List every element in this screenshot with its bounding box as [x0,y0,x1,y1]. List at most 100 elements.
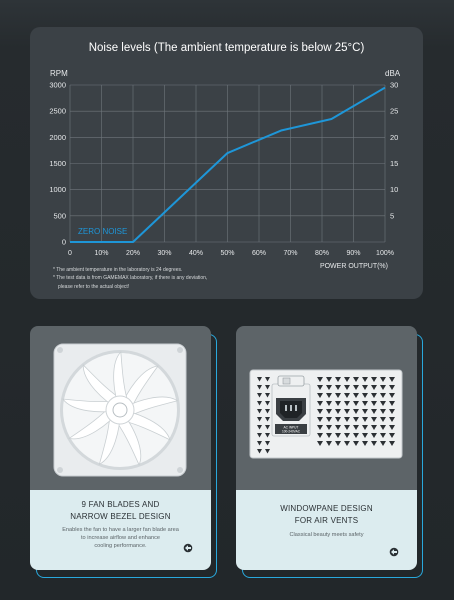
vent-hole [257,441,262,446]
vent-hole [265,377,270,382]
vent-hole [317,441,323,446]
vent-hole [265,425,270,430]
vent-hole [353,385,359,390]
fan-illustration [53,343,187,477]
vent-hole [257,449,262,454]
vent-hole [344,385,350,390]
vent-hole [257,393,262,398]
vent-hole [380,385,386,390]
x-tick-label: 70% [283,250,297,257]
vent-hole [344,409,350,414]
vent-hole [362,377,368,382]
y-left-tick-label: 1500 [49,159,66,168]
psu-card-description: Classical beauty meets safety [236,531,417,539]
fan-hub [105,395,135,425]
noise-series-line [70,86,386,243]
y-right-unit: dBA [385,69,401,78]
y-right-tick-label: 10 [390,185,398,194]
vent-hole [265,441,270,446]
vent-hole [344,377,350,382]
fan-desc-line1: Enables the fan to have a larger fan bla… [62,527,179,533]
vent-hole [326,417,332,422]
vent-hole [389,401,395,406]
vent-hole [362,409,368,414]
y-right-tick-label: 5 [390,211,394,220]
psu-desc-line1: Classical beauty meets safety [289,532,364,538]
x-tick-label: 90% [346,250,360,257]
vent-hole [371,401,377,406]
vent-hole [380,441,386,446]
footnote-2: * The test data is from GAMEMAX laborato… [53,275,208,282]
x-tick-label: 10% [94,250,108,257]
vent-hole [389,425,395,430]
vent-hole [380,417,386,422]
fan-desc-line2: to increase airflow and enhance [81,535,160,542]
vent-hole [317,417,323,422]
vent-hole [257,417,262,422]
vent-hole [335,433,341,438]
footnote-1: * The ambient temperature in the laborat… [53,267,183,273]
vent-hole [326,441,332,446]
vent-hole [265,449,270,454]
psu-heading-line1: WINDOWPANE DESIGN [280,504,373,513]
x-tick-label: 30% [157,250,171,257]
vent-hole [257,385,262,390]
vent-hole [257,377,262,382]
vent-hole [353,377,359,382]
vent-hole [353,417,359,422]
vent-hole [265,433,270,438]
vent-hole [335,385,341,390]
vent-hole [389,409,395,414]
y-right-tick-label: 30 [390,81,398,90]
y-left-unit: RPM [50,69,68,78]
x-tick-label: 20% [126,250,140,257]
fan-desc-line3: cooling performance. [94,543,147,550]
vent-hole [371,417,377,422]
vent-hole [380,401,386,406]
y-left-tick-label: 0 [62,238,66,247]
vent-hole [317,377,323,382]
vent-hole [317,425,323,430]
zero-noise-annotation: ZERO NOISE [78,227,127,236]
footnote-3: please refer to the actual object! [58,283,130,290]
vent-hole [257,401,262,406]
vent-hole [344,401,350,406]
vent-hole [257,433,262,438]
vent-hole [265,385,270,390]
chart-title: Noise levels (The ambient temperature is… [88,42,365,54]
vent-hole [344,425,350,430]
y-right-tick-label: 15 [390,159,398,168]
vent-hole [371,425,377,430]
vent-hole [257,409,262,414]
vent-hole [326,385,332,390]
vent-hole [362,393,368,398]
vent-hole [326,393,332,398]
windowpane-vents [257,377,395,454]
x-tick-label: 100% [376,250,394,257]
y-left-tick-label: 1000 [49,185,66,194]
vent-hole [353,441,359,446]
vent-hole [362,433,368,438]
vent-hole [344,441,350,446]
vent-hole [371,385,377,390]
x-tick-label: 60% [252,250,266,257]
ac-input-label-line2: 100-240VAC [282,430,301,434]
y-left-tick-label: 2000 [49,133,66,142]
psu-card-caption: WINDOWPANE DESIGN FOR AIR VENTS Classica… [236,490,417,570]
vent-hole [326,409,332,414]
x-tick-label: 40% [189,250,203,257]
x-axis-label: POWER OUTPUT(%) [319,263,388,270]
vent-hole [362,417,368,422]
vent-hole [335,409,341,414]
vent-hole [257,425,262,430]
vent-hole [371,441,377,446]
fan-blade [113,350,130,411]
brand-logo-icon [389,547,399,557]
vent-hole [371,393,377,398]
fan-hub-logo-icon [112,402,128,418]
vent-hole [326,433,332,438]
vent-hole [317,433,323,438]
vent-hole [335,417,341,422]
vent-hole [335,401,341,406]
x-tick-label: 80% [315,250,329,257]
